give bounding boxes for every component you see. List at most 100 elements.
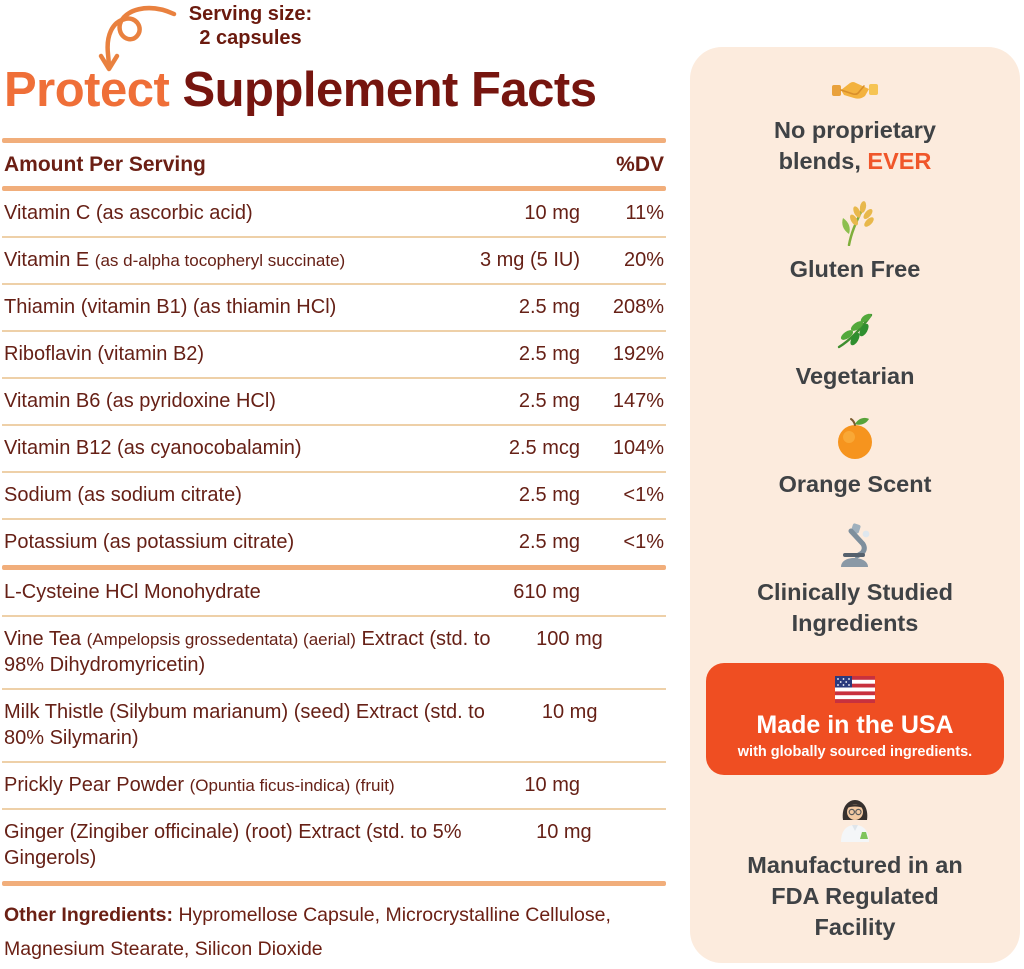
header-bottom-divider — [2, 186, 666, 191]
ingredient-dv: 11% — [625, 202, 664, 224]
facts-group: Vitamin C (as ascorbic acid) 10 mg 11% Vita… — [2, 191, 666, 565]
ingredient-amount: 610 mg — [513, 581, 580, 603]
ingredient-name-part: (Opuntia ficus-indica) (fruit) — [189, 776, 395, 795]
ingredient-name-part: (Ampelopsis grossedentata) (aerial) — [86, 630, 356, 649]
ingredient-name: Vitamin C (as ascorbic acid) — [4, 200, 462, 226]
dv-header: %DV — [616, 153, 664, 176]
table-row: Thiamin (vitamin B1) (as thiamin HCl) 2.5… — [2, 283, 666, 330]
sheaf-of-rice-icon — [790, 200, 921, 247]
serving-size-line1: Serving size: — [188, 3, 313, 25]
benefit-badge-text: Gluten Free — [789, 256, 921, 283]
ingredient-name: Ginger (Zingiber officinale) (root) Extr… — [4, 819, 490, 871]
ingredient-name-part: Ginger (Zingiber officinale) (root) Extr… — [4, 821, 462, 869]
benefit-badge-label: Orange Scent — [779, 469, 932, 500]
microscope-icon — [739, 523, 971, 569]
table-row: L-Cysteine HCl Monohydrate 610 mg — [2, 570, 666, 615]
title-rest: Supplement Facts — [169, 63, 597, 117]
table-row: Vitamin E (as d-alpha tocopheryl succina… — [2, 236, 666, 283]
ingredient-dv: <1% — [623, 484, 664, 506]
ingredient-name-part: Sodium (as sodium citrate) — [4, 484, 242, 506]
ingredient-amount: 3 mg (5 IU) — [479, 249, 580, 271]
ingredient-dv: 104% — [612, 437, 664, 459]
benefit-badge: Vegetarian — [796, 309, 915, 392]
usa-flag-icon — [722, 675, 988, 703]
benefit-badge: Clinically Studied Ingredients — [739, 523, 971, 639]
ingredient-name: Vitamin E (as d-alpha tocopheryl succina… — [4, 247, 462, 273]
header-top-divider — [2, 138, 666, 143]
section-divider — [2, 881, 666, 886]
table-row: Prickly Pear Powder (Opuntia ficus-indic… — [2, 761, 666, 808]
brand-name: Protect — [4, 63, 170, 117]
ingredient-amount: 100 mg — [536, 628, 603, 650]
ingredient-name-part: Potassium (as potassium citrate) — [4, 531, 295, 553]
benefit-badge-text: EVER — [867, 148, 932, 175]
ingredient-name-part: Prickly Pear Powder — [4, 774, 190, 796]
ingredient-name-part: Riboflavin (vitamin B2) — [4, 343, 205, 365]
ingredient-name-part: Vitamin B12 (as cyanocobalamin) — [4, 437, 302, 459]
ingredient-amount: 2.5 mg — [518, 531, 580, 553]
ingredient-name: Vine Tea (Ampelopsis grossedentata) (aer… — [4, 626, 517, 678]
ingredient-name-part: Vitamin E — [4, 249, 95, 271]
doodle-arrow-icon — [86, 4, 178, 88]
section-divider — [2, 565, 666, 570]
ingredient-amount: 2.5 mcg — [508, 437, 580, 459]
table-row: Riboflavin (vitamin B2) 2.5 mg 192% — [2, 330, 666, 377]
ingredient-name-part: Milk Thistle (Silybum marianum) (seed) E… — [4, 701, 485, 749]
table-row: Vitamin B12 (as cyanocobalamin) 2.5 mcg 10… — [2, 424, 666, 471]
table-row: Vitamin B6 (as pyridoxine HCl) 2.5 mg 147% — [2, 377, 666, 424]
table-row: Ginger (Zingiber officinale) (root) Extr… — [2, 808, 666, 881]
ingredient-name: L-Cysteine HCl Monohydrate — [4, 579, 462, 605]
benefit-badge-text: Vegetarian — [795, 362, 915, 389]
table-row: Sodium (as sodium citrate) 2.5 mg <1% — [2, 471, 666, 518]
benefit-badge: Gluten Free — [790, 200, 921, 285]
ingredient-name: Potassium (as potassium citrate) — [4, 529, 462, 555]
woman-scientist-icon — [739, 798, 971, 842]
facts-rows: Vitamin C (as ascorbic acid) 10 mg 11% Vita… — [2, 191, 666, 886]
ingredient-name: Vitamin B12 (as cyanocobalamin) — [4, 435, 462, 461]
other-ingredients: Other Ingredients: Hypromellose Capsule,… — [2, 899, 666, 966]
ingredient-name-part: Vitamin C (as ascorbic acid) — [4, 202, 253, 224]
benefit-badge-label: Vegetarian — [796, 361, 915, 392]
ingredient-amount: 2.5 mg — [518, 390, 580, 412]
benefit-badge-text: Manufactured in an FDA Regulated Facilit… — [747, 851, 963, 940]
benefit-badge: No proprietary blends, EVER — [739, 73, 971, 177]
ingredient-name-part: Extract (std. to 98% Dihydromyricetin) — [4, 628, 491, 676]
handshake-icon — [739, 73, 971, 107]
ingredient-name: Prickly Pear Powder (Opuntia ficus-indic… — [4, 772, 462, 798]
serving-size-note: Serving size: 2 capsules — [168, 2, 333, 50]
ingredient-amount: 2.5 mg — [518, 484, 580, 506]
benefit-badge-label: Gluten Free — [790, 254, 921, 285]
ingredient-name: Milk Thistle (Silybum marianum) (seed) E… — [4, 699, 504, 751]
ingredient-name-part: (as d-alpha tocopheryl succinate) — [94, 251, 346, 270]
ingredient-name-part: Thiamin (vitamin B1) (as thiamin HCl) — [4, 296, 337, 318]
benefit-badge-text: Orange Scent — [778, 470, 932, 497]
benefit-badge: Orange Scent — [779, 415, 932, 500]
ingredient-amount: 2.5 mg — [518, 296, 580, 318]
benefit-badge-label: No proprietary blends, EVER — [739, 115, 971, 177]
ingredient-dv: 20% — [623, 249, 664, 271]
ingredient-dv: 147% — [612, 390, 664, 412]
usa-card-subtitle: with globally sourced ingredients. — [737, 743, 973, 760]
ingredient-dv: <1% — [623, 531, 664, 553]
other-ingredients-text: Hypromellose Capsule, Microcrystalline C… — [4, 904, 611, 960]
benefit-badge-label: Manufactured in an FDA Regulated Facilit… — [739, 850, 971, 943]
usa-card-title: Made in the USA — [756, 710, 954, 739]
tangerine-icon — [779, 415, 932, 461]
benefits-panel: No proprietary blends, EVER Gluten Free Ve… — [690, 47, 1020, 963]
page-title: Protect Supplement Facts — [4, 62, 597, 118]
table-row: Potassium (as potassium citrate) 2.5 mg <1… — [2, 518, 666, 565]
table-row: Vine Tea (Ampelopsis grossedentata) (aer… — [2, 615, 666, 688]
benefit-badge-text: No proprietary blends, — [774, 117, 936, 175]
ingredient-name-part: L-Cysteine HCl Monohydrate — [4, 581, 261, 603]
ingredient-name: Thiamin (vitamin B1) (as thiamin HCl) — [4, 294, 462, 320]
amount-per-serving-header: Amount Per Serving — [4, 153, 206, 176]
ingredient-amount: 2.5 mg — [518, 343, 580, 365]
benefit-badge-text: Clinically Studied Ingredients — [757, 579, 953, 637]
made-in-usa-card: Made in the USA with globally sourced ing… — [706, 662, 1004, 775]
ingredient-amount: 10 mg — [524, 202, 580, 224]
ingredient-name: Sodium (as sodium citrate) — [4, 482, 462, 508]
serving-size-line2: 2 capsules — [199, 27, 302, 49]
ingredient-name: Riboflavin (vitamin B2) — [4, 341, 462, 367]
ingredient-amount: 10 mg — [524, 774, 580, 796]
